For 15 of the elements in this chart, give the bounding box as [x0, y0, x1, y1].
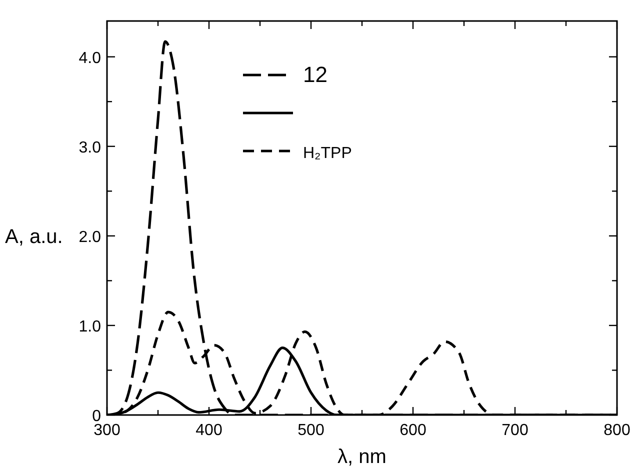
x-tick-label: 400	[196, 422, 222, 439]
legend-label: 12	[303, 62, 328, 87]
x-tick-label: 300	[94, 422, 120, 439]
y-tick-label: 1.0	[78, 318, 102, 336]
x-tick-label: 600	[400, 422, 426, 439]
y-tick-label: 2.0	[78, 228, 102, 246]
x-tick-label: 700	[502, 422, 528, 439]
y-axis-title: A, a.u.	[5, 226, 63, 248]
x-tick-label: 500	[298, 422, 324, 439]
x-tick-label: 800	[604, 422, 630, 439]
legend-label: H₂TPP	[303, 145, 352, 162]
y-tick-label: 4.0	[78, 50, 102, 67]
y-tick-label: 0	[92, 408, 102, 425]
y-tick-label: 3.0	[78, 139, 102, 156]
x-axis-title: λ, nm	[338, 446, 386, 468]
